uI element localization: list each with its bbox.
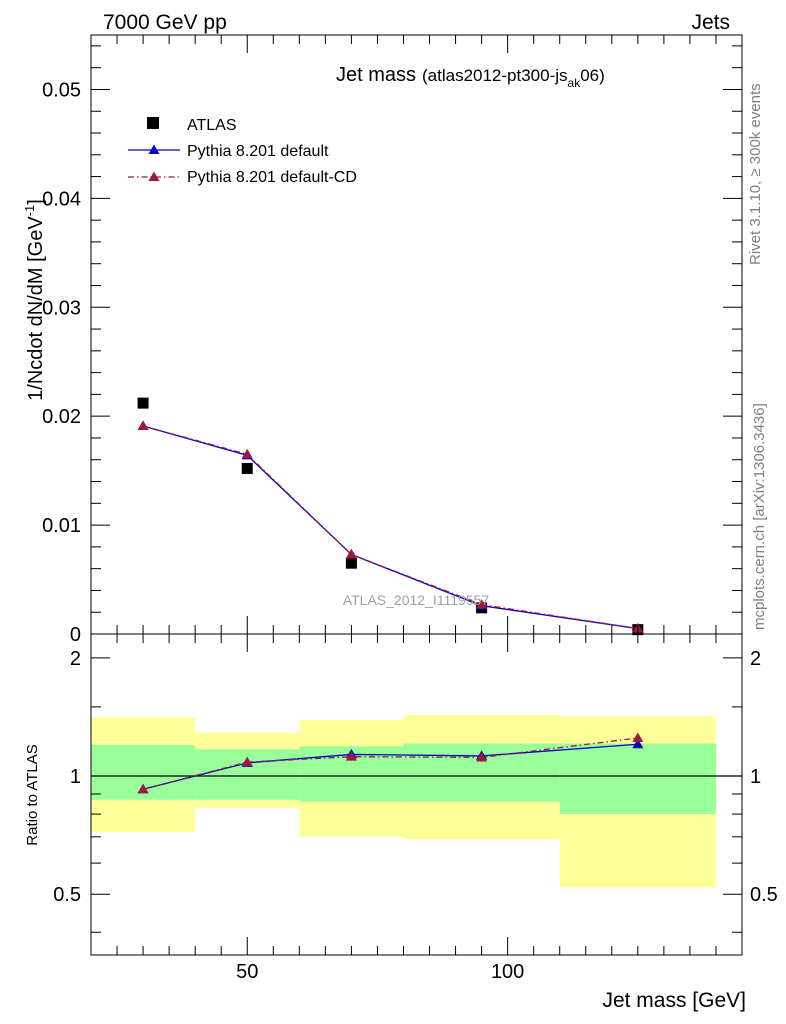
- analysis-watermark: ATLAS_2012_I1119557: [343, 592, 490, 608]
- legend-label-atlas: ATLAS: [187, 117, 237, 134]
- series-marker-2: [476, 599, 488, 609]
- series-marker-2: [345, 548, 357, 559]
- x-tick-labels: 50 100: [236, 961, 524, 983]
- process-label: Jets: [691, 11, 730, 34]
- data-point-atlas: [345, 557, 357, 569]
- legend-label-pythia-default-cd: Pythia 8.201 default-CD: [187, 169, 357, 186]
- ratio-marker-1: [476, 751, 488, 762]
- ratio-marker-1: [241, 756, 253, 767]
- data-point-atlas: [137, 397, 149, 409]
- x-tick-label: 100: [491, 961, 524, 983]
- data-point-atlas: [241, 462, 253, 474]
- ratio-bands-layer: [91, 715, 742, 888]
- series-marker-2: [137, 420, 149, 430]
- ratio-series-layer: [137, 732, 644, 794]
- ratio-y-tick-labels: 0.5 0.5 1 1 2 2: [53, 648, 778, 906]
- ratio-y-tick-label-right: 1: [750, 766, 761, 788]
- mcplots-reference-label: mcplots.cern.ch [arXiv:1306.3436]: [751, 403, 768, 630]
- main-y-tick-label: 0.02: [42, 406, 81, 428]
- ratio-marker-1: [137, 783, 149, 794]
- ratio-y-tick-label-right: 0.5: [750, 884, 778, 906]
- ratio-y-tick-label-left: 0.5: [53, 884, 81, 906]
- uncertainty-band-stat: [559, 743, 716, 815]
- main-series-layer: [137, 397, 644, 636]
- ratio-y-tick-label-left: 2: [70, 648, 81, 670]
- ratio-y-tick-label-left: 1: [70, 766, 81, 788]
- rivet-version-label: Rivet 3.1.10, ≥ 300k events: [747, 83, 764, 265]
- ratio-ticks-layer: [90, 634, 743, 955]
- main-y-tick-label: 0.01: [42, 515, 81, 537]
- chart-title: Jet mass: [336, 64, 416, 86]
- x-tick-label: 50: [236, 961, 258, 983]
- main-y-tick-label: 0: [70, 624, 81, 646]
- legend-marker-pythia-default: [148, 144, 160, 154]
- main-ticks-layer: [90, 35, 743, 635]
- ratio-marker-0: [632, 738, 644, 749]
- chart-title-detail: (atlas2012-pt300-jsak06): [422, 66, 605, 90]
- main-y-tick-label: 0.03: [42, 297, 81, 319]
- ratio-y-tick-label-right: 2: [750, 648, 761, 670]
- main-panel: 0 0.01 0.02 0.03 0.04 0.05 Jet mass (atlas201…: [42, 34, 743, 646]
- ratio-plot-frame: [90, 633, 743, 956]
- ratio-marker-1: [345, 751, 357, 761]
- series-marker-2: [241, 448, 253, 459]
- main-y-tick-labels: 0 0.01 0.02 0.03 0.04 0.05: [42, 79, 81, 646]
- beam-label: 7000 GeV pp: [103, 11, 227, 34]
- ratio-marker-1: [632, 732, 644, 742]
- legend: ATLAS Pythia 8.201 default Pythia 8.201 …: [128, 117, 357, 186]
- ratio-y-axis-title: Ratio to ATLAS: [24, 744, 41, 845]
- main-y-axis-title: 1/Ncdot dN/dM [GeV-1]: [22, 199, 47, 401]
- main-y-tick-label: 0.05: [42, 79, 81, 101]
- main-y-tick-label: 0.04: [42, 188, 81, 210]
- legend-marker-pythia-default-cd: [148, 171, 160, 181]
- legend-label-pythia-default: Pythia 8.201 default: [187, 143, 329, 160]
- ratio-panel: 0.5 0.5 1 1 2 2 50 100 Ratio to ATLAS Jet mass…: [24, 633, 778, 1012]
- x-axis-title: Jet mass [GeV]: [602, 989, 746, 1012]
- legend-marker-atlas: [147, 117, 159, 129]
